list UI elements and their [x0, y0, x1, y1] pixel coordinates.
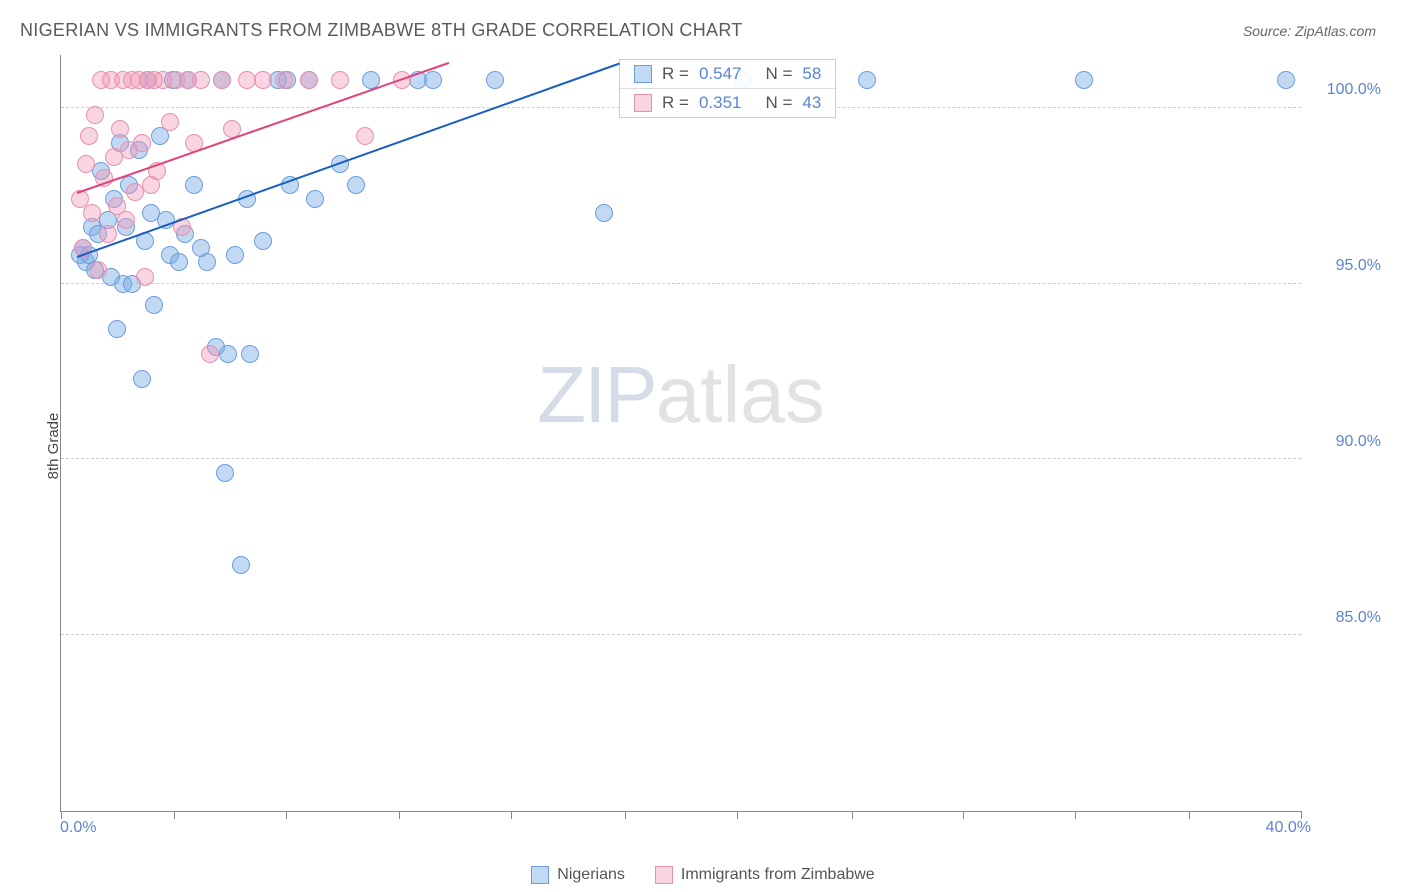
- data-point: [241, 345, 259, 363]
- data-point: [80, 127, 98, 145]
- watermark-zip: ZIP: [537, 350, 655, 439]
- data-point: [216, 464, 234, 482]
- stat-n-label: N =: [765, 93, 792, 113]
- data-point: [86, 106, 104, 124]
- x-tick: [963, 811, 964, 819]
- stat-n-label: N =: [765, 64, 792, 84]
- x-max-label: 40.0%: [1266, 819, 1311, 837]
- data-point: [108, 320, 126, 338]
- data-point: [77, 155, 95, 173]
- data-point: [1075, 71, 1093, 89]
- x-min-label: 0.0%: [60, 819, 96, 837]
- x-tick: [286, 811, 287, 819]
- data-point: [254, 71, 272, 89]
- data-point: [89, 261, 107, 279]
- data-point: [198, 253, 216, 271]
- x-tick: [1189, 811, 1190, 819]
- gridline-h: [61, 283, 1301, 284]
- data-point: [306, 190, 324, 208]
- legend-swatch: [655, 866, 673, 884]
- data-point: [219, 345, 237, 363]
- watermark: ZIPatlas: [537, 349, 824, 441]
- watermark-atlas: atlas: [656, 350, 825, 439]
- chart-source: Source: ZipAtlas.com: [1243, 23, 1376, 39]
- data-point: [254, 232, 272, 250]
- data-point: [99, 225, 117, 243]
- data-point: [213, 71, 231, 89]
- x-tick: [852, 811, 853, 819]
- gridline-h: [61, 634, 1301, 635]
- x-tick: [511, 811, 512, 819]
- regression-line: [76, 62, 620, 258]
- data-point: [232, 556, 250, 574]
- data-point: [347, 176, 365, 194]
- chart-area: 8th Grade ZIPatlas R = 0.547N = 58R = 0.…: [60, 55, 1391, 837]
- stats-row: R = 0.351 N = 43: [620, 89, 835, 117]
- data-point: [83, 204, 101, 222]
- bottom-legend: Nigerians Immigrants from Zimbabwe: [0, 866, 1406, 884]
- data-point: [331, 71, 349, 89]
- x-tick: [737, 811, 738, 819]
- x-tick: [399, 811, 400, 819]
- data-point: [201, 345, 219, 363]
- data-point: [595, 204, 613, 222]
- x-tick: [1075, 811, 1076, 819]
- data-point: [111, 120, 129, 138]
- data-point: [133, 370, 151, 388]
- data-point: [145, 296, 163, 314]
- y-tick-label: 95.0%: [1336, 257, 1381, 275]
- y-tick-label: 85.0%: [1336, 609, 1381, 627]
- stat-n-value: 58: [802, 64, 821, 84]
- legend-swatch: [531, 866, 549, 884]
- data-point: [275, 71, 293, 89]
- legend-item: Immigrants from Zimbabwe: [655, 866, 875, 884]
- gridline-h: [61, 458, 1301, 459]
- stat-r-label: R =: [662, 64, 689, 84]
- legend-swatch: [634, 65, 652, 83]
- stat-r-value: 0.351: [699, 93, 742, 113]
- data-point: [185, 176, 203, 194]
- x-tick: [625, 811, 626, 819]
- data-point: [136, 268, 154, 286]
- plot-area: ZIPatlas R = 0.547 N = 58 R = 0.351 N = 43: [60, 55, 1301, 812]
- x-tick: [174, 811, 175, 819]
- y-tick-label: 90.0%: [1336, 433, 1381, 451]
- data-point: [161, 113, 179, 131]
- legend-swatch: [634, 94, 652, 112]
- data-point: [858, 71, 876, 89]
- stats-row: R = 0.547 N = 58: [620, 60, 835, 89]
- y-tick-label: 100.0%: [1327, 81, 1381, 99]
- x-tick: [61, 811, 62, 819]
- x-tick: [1301, 811, 1302, 819]
- chart-header: NIGERIAN VS IMMIGRANTS FROM ZIMBABWE 8TH…: [0, 0, 1406, 51]
- data-point: [133, 134, 151, 152]
- data-point: [192, 71, 210, 89]
- data-point: [117, 211, 135, 229]
- stat-r-value: 0.547: [699, 64, 742, 84]
- data-point: [226, 246, 244, 264]
- data-point: [1277, 71, 1295, 89]
- data-point: [300, 71, 318, 89]
- data-point: [424, 71, 442, 89]
- legend-label: Nigerians: [557, 866, 625, 884]
- stat-r-label: R =: [662, 93, 689, 113]
- stat-n-value: 43: [802, 93, 821, 113]
- chart-title: NIGERIAN VS IMMIGRANTS FROM ZIMBABWE 8TH…: [20, 20, 743, 41]
- legend-label: Immigrants from Zimbabwe: [681, 866, 875, 884]
- data-point: [170, 253, 188, 271]
- data-point: [356, 127, 374, 145]
- data-point: [486, 71, 504, 89]
- stats-box: R = 0.547 N = 58 R = 0.351 N = 43: [619, 59, 836, 118]
- legend-item: Nigerians: [531, 866, 625, 884]
